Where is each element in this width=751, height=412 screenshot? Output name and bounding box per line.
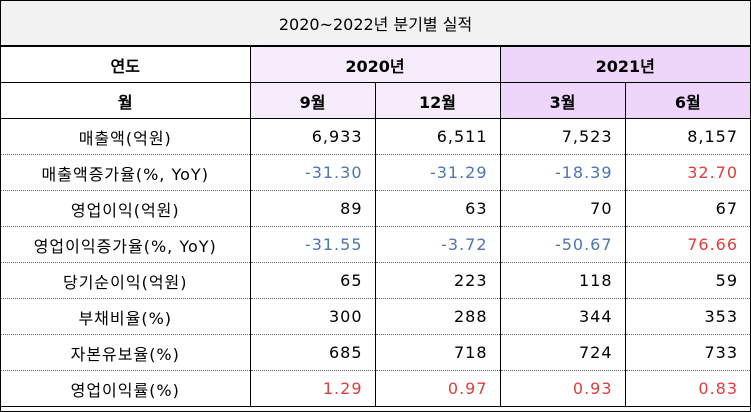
table-row: 영업이익(억원) 89 63 70 67 bbox=[1, 190, 751, 227]
value-cell: 0.93 bbox=[499, 370, 626, 407]
value-cell: 724 bbox=[499, 334, 626, 371]
table-row: 영업이익증가율(%, YoY) -31.55 -3.72 -50.67 76.66 bbox=[1, 226, 751, 263]
row-label: 영업이익률(%) bbox=[1, 370, 251, 407]
value-cell: 685 bbox=[249, 334, 376, 371]
month-header-cell: 9월 bbox=[249, 82, 376, 119]
value-cell: 76.66 bbox=[624, 226, 751, 263]
value-cell: 288 bbox=[374, 298, 501, 335]
table-row: 영업이익률(%) 1.29 0.97 0.93 0.83 bbox=[1, 370, 751, 407]
value-cell: -18.39 bbox=[499, 154, 626, 191]
value-cell: -31.55 bbox=[249, 226, 376, 263]
value-cell: 7,523 bbox=[499, 118, 626, 155]
month-header-cell: 6월 bbox=[624, 82, 751, 119]
row-label: 매출액(억원) bbox=[1, 118, 251, 155]
table-row: 매출액증가율(%, YoY) -31.30 -31.29 -18.39 32.70 bbox=[1, 154, 751, 191]
value-cell: 0.97 bbox=[374, 370, 501, 407]
table-row: 자본유보율(%) 685 718 724 733 bbox=[1, 334, 751, 371]
value-cell: -50.67 bbox=[499, 226, 626, 263]
row-label: 매출액증가율(%, YoY) bbox=[1, 154, 251, 191]
value-cell: 6,511 bbox=[374, 118, 501, 155]
value-cell: 63 bbox=[374, 190, 501, 227]
table-row: 당기순이익(억원) 65 223 118 59 bbox=[1, 262, 751, 299]
year-2021-header: 2021년 bbox=[499, 46, 751, 83]
value-cell: 300 bbox=[249, 298, 376, 335]
value-cell: -31.30 bbox=[249, 154, 376, 191]
value-cell: 67 bbox=[624, 190, 751, 227]
value-cell: 89 bbox=[249, 190, 376, 227]
row-label: 영업이익(억원) bbox=[1, 190, 251, 227]
row-label: 당기순이익(억원) bbox=[1, 262, 251, 299]
value-cell: 118 bbox=[499, 262, 626, 299]
year-header-label: 연도 bbox=[1, 46, 251, 83]
row-label: 영업이익증가율(%, YoY) bbox=[1, 226, 251, 263]
value-cell: 353 bbox=[624, 298, 751, 335]
value-cell: 6,933 bbox=[249, 118, 376, 155]
value-cell: -3.72 bbox=[374, 226, 501, 263]
month-header-cell: 12월 bbox=[374, 82, 501, 119]
value-cell: 1.29 bbox=[249, 370, 376, 407]
value-cell: -31.29 bbox=[374, 154, 501, 191]
value-cell: 65 bbox=[249, 262, 376, 299]
value-cell: 59 bbox=[624, 262, 751, 299]
value-cell: 718 bbox=[374, 334, 501, 371]
table-row: 매출액(억원) 6,933 6,511 7,523 8,157 bbox=[1, 118, 751, 155]
table-row: 부채비율(%) 300 288 344 353 bbox=[1, 298, 751, 335]
year-2020-header: 2020년 bbox=[249, 46, 501, 83]
value-cell: 32.70 bbox=[624, 154, 751, 191]
year-header-row: 연도 2020년 2021년 bbox=[1, 46, 751, 83]
row-label: 자본유보율(%) bbox=[1, 334, 251, 371]
month-header-row: 월 9월 12월 3월 6월 bbox=[1, 82, 751, 119]
value-cell: 70 bbox=[499, 190, 626, 227]
row-label: 부채비율(%) bbox=[1, 298, 251, 335]
value-cell: 223 bbox=[374, 262, 501, 299]
value-cell: 0.83 bbox=[624, 370, 751, 407]
table-title: 2020~2022년 분기별 실적 bbox=[1, 1, 750, 46]
month-header-label: 월 bbox=[1, 82, 251, 119]
value-cell: 8,157 bbox=[624, 118, 751, 155]
value-cell: 733 bbox=[624, 334, 751, 371]
month-header-cell: 3월 bbox=[499, 82, 626, 119]
value-cell: 344 bbox=[499, 298, 626, 335]
financial-table: 연도 2020년 2021년 월 9월 12월 3월 6월 매출액(억원) 6,9… bbox=[1, 46, 751, 407]
